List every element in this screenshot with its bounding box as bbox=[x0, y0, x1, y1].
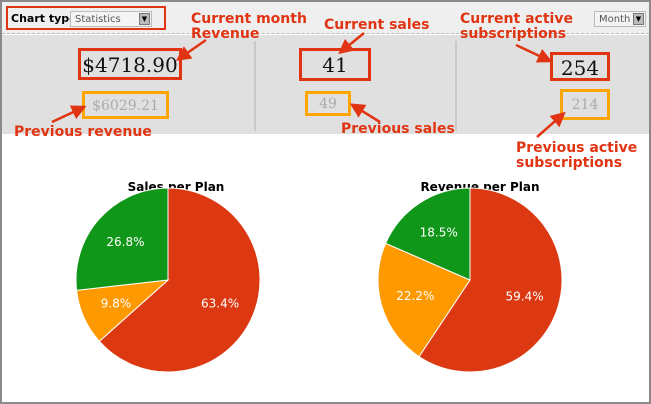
period-value: Month bbox=[599, 14, 631, 25]
arrow bbox=[51, 105, 87, 124]
toolbar: Chart type Statistics ▼ Month ▼ bbox=[2, 2, 649, 34]
slice-label: 18.5% bbox=[420, 225, 458, 239]
divider bbox=[254, 41, 256, 131]
chevron-down-icon: ▼ bbox=[139, 13, 150, 25]
current-revenue: $4718.90 bbox=[78, 48, 182, 80]
arrow bbox=[349, 103, 381, 124]
pie-slice[interactable] bbox=[98, 187, 261, 373]
current-active-subscriptions: 254 bbox=[550, 52, 610, 81]
pie-slice[interactable] bbox=[75, 187, 169, 291]
slice-label: 59.4% bbox=[506, 289, 544, 303]
annotation-current-sales: Current sales bbox=[324, 17, 430, 33]
chevron-down-icon: ▼ bbox=[633, 13, 644, 25]
annotation-previous-sales: Previous sales bbox=[341, 121, 455, 137]
chart-type-highlight bbox=[6, 6, 166, 30]
chart-type-select[interactable]: Statistics ▼ bbox=[70, 11, 152, 27]
pie-slice[interactable] bbox=[384, 187, 471, 281]
pie-slice[interactable] bbox=[377, 242, 471, 358]
arrow bbox=[536, 111, 566, 138]
arrow bbox=[338, 32, 365, 55]
slice-label: 22.2% bbox=[396, 289, 434, 303]
period-select[interactable]: Month ▼ bbox=[594, 11, 646, 27]
arrow bbox=[515, 43, 553, 63]
divider bbox=[455, 41, 457, 131]
arrow bbox=[175, 38, 207, 61]
current-sales: 41 bbox=[299, 48, 371, 81]
annotation-current-revenue: Current month Revenue bbox=[191, 11, 307, 42]
previous-active-subscriptions: 214 bbox=[560, 89, 610, 120]
chart-type-value: Statistics bbox=[75, 14, 121, 25]
pie-slice[interactable] bbox=[418, 187, 563, 373]
annotation-previous-revenue: Previous revenue bbox=[14, 124, 152, 140]
previous-revenue: $6029.21 bbox=[82, 91, 169, 119]
annotation-previous-active: Previous active subscriptions bbox=[516, 140, 638, 171]
annotation-current-active: Current active subscriptions bbox=[460, 11, 573, 42]
previous-sales: 49 bbox=[305, 91, 351, 116]
slice-label: 9.8% bbox=[101, 296, 132, 310]
chart-type-label: Chart type bbox=[11, 12, 77, 25]
slice-label: 26.8% bbox=[106, 235, 144, 249]
slice-label: 63.4% bbox=[201, 296, 239, 310]
